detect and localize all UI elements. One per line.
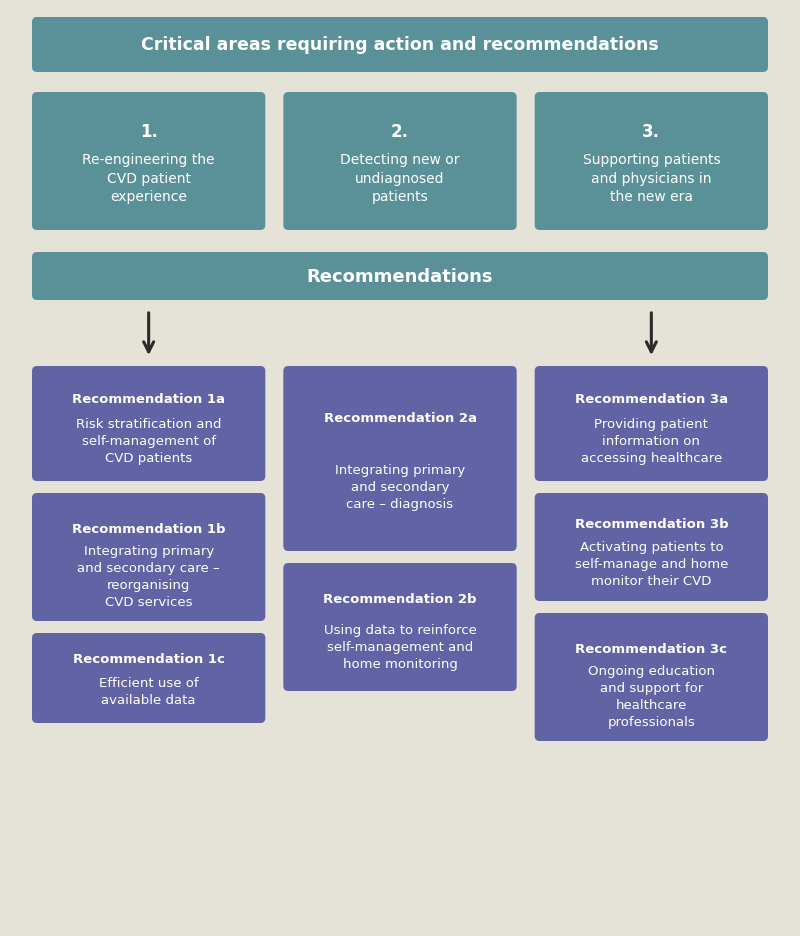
Text: Recommendation 3a: Recommendation 3a	[574, 392, 728, 405]
Text: Using data to reinforce
self-management and
home monitoring: Using data to reinforce self-management …	[323, 623, 477, 670]
Text: 2.: 2.	[391, 123, 409, 140]
FancyBboxPatch shape	[283, 563, 517, 692]
Text: Recommendation 1c: Recommendation 1c	[73, 652, 225, 665]
FancyBboxPatch shape	[32, 93, 266, 231]
Text: Recommendation 1b: Recommendation 1b	[72, 523, 226, 535]
Text: Recommendations: Recommendations	[306, 268, 494, 285]
FancyBboxPatch shape	[283, 93, 517, 231]
Text: Activating patients to
self-manage and home
monitor their CVD: Activating patients to self-manage and h…	[574, 540, 728, 587]
FancyBboxPatch shape	[32, 18, 768, 73]
Text: Providing patient
information on
accessing healthcare: Providing patient information on accessi…	[581, 417, 722, 465]
FancyBboxPatch shape	[534, 613, 768, 741]
Text: Integrating primary
and secondary care –
reorganising
CVD services: Integrating primary and secondary care –…	[78, 545, 220, 608]
FancyBboxPatch shape	[283, 367, 517, 551]
Text: Recommendation 1a: Recommendation 1a	[72, 392, 225, 405]
Text: Recommendation 2a: Recommendation 2a	[323, 412, 477, 425]
Text: Recommendation 3b: Recommendation 3b	[574, 518, 728, 530]
FancyBboxPatch shape	[534, 493, 768, 601]
Text: Detecting new or
undiagnosed
patients: Detecting new or undiagnosed patients	[340, 153, 460, 204]
Text: Recommendation 3c: Recommendation 3c	[575, 643, 727, 655]
FancyBboxPatch shape	[534, 93, 768, 231]
Text: Risk stratification and
self-management of
CVD patients: Risk stratification and self-management …	[76, 417, 222, 465]
Text: 1.: 1.	[140, 123, 158, 140]
FancyBboxPatch shape	[32, 493, 266, 622]
Text: 3.: 3.	[642, 123, 660, 140]
Text: Efficient use of
available data: Efficient use of available data	[99, 677, 198, 707]
Text: Critical areas requiring action and recommendations: Critical areas requiring action and reco…	[141, 37, 659, 54]
FancyBboxPatch shape	[534, 367, 768, 481]
FancyBboxPatch shape	[32, 634, 266, 724]
FancyBboxPatch shape	[32, 367, 266, 481]
FancyBboxPatch shape	[32, 253, 768, 300]
Text: Ongoing education
and support for
healthcare
professionals: Ongoing education and support for health…	[588, 665, 715, 728]
Text: Supporting patients
and physicians in
the new era: Supporting patients and physicians in th…	[582, 153, 720, 204]
Text: Recommendation 2b: Recommendation 2b	[323, 592, 477, 606]
Text: Integrating primary
and secondary
care – diagnosis: Integrating primary and secondary care –…	[335, 463, 465, 510]
Text: Re-engineering the
CVD patient
experience: Re-engineering the CVD patient experienc…	[82, 153, 215, 204]
